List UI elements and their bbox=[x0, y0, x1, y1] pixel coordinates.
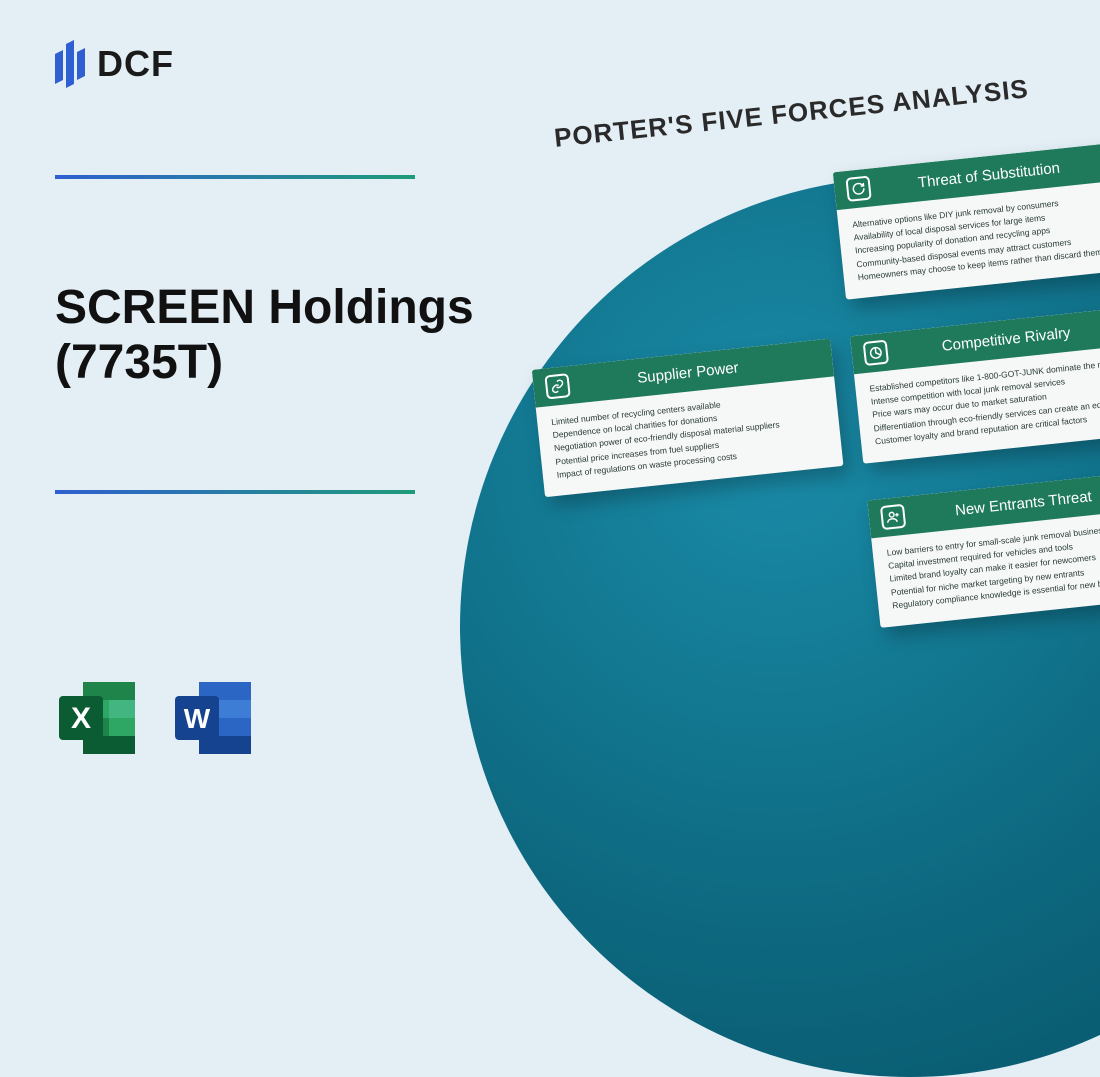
svg-text:X: X bbox=[71, 702, 91, 735]
divider-bottom bbox=[55, 490, 415, 494]
excel-icon[interactable]: X bbox=[55, 674, 143, 762]
user-plus-icon bbox=[880, 504, 906, 530]
brand-logo: DCF bbox=[55, 40, 174, 88]
card-supplier: Supplier Power Limited number of recycli… bbox=[532, 339, 844, 498]
link-icon bbox=[544, 373, 570, 399]
analysis-heading: PORTER'S FIVE FORCES ANALYSIS bbox=[553, 73, 1030, 154]
refresh-icon bbox=[845, 176, 871, 202]
divider-top bbox=[55, 175, 415, 179]
logo-bars-icon bbox=[55, 40, 89, 88]
card-rivalry: Competitive Rivalry Established competit… bbox=[850, 305, 1100, 464]
forces-cards-group: Threat of Substitution Alternative optio… bbox=[504, 130, 1100, 814]
word-icon[interactable]: W bbox=[171, 674, 259, 762]
svg-text:W: W bbox=[184, 703, 211, 734]
brand-name: DCF bbox=[97, 43, 174, 85]
file-icons-row: X W bbox=[55, 674, 259, 762]
card-entrants: New Entrants Threat Low barriers to entr… bbox=[867, 469, 1100, 628]
page-title: SCREEN Holdings (7735T) bbox=[55, 280, 515, 390]
pie-icon bbox=[863, 340, 889, 366]
card-substitution: Threat of Substitution Alternative optio… bbox=[833, 141, 1100, 300]
